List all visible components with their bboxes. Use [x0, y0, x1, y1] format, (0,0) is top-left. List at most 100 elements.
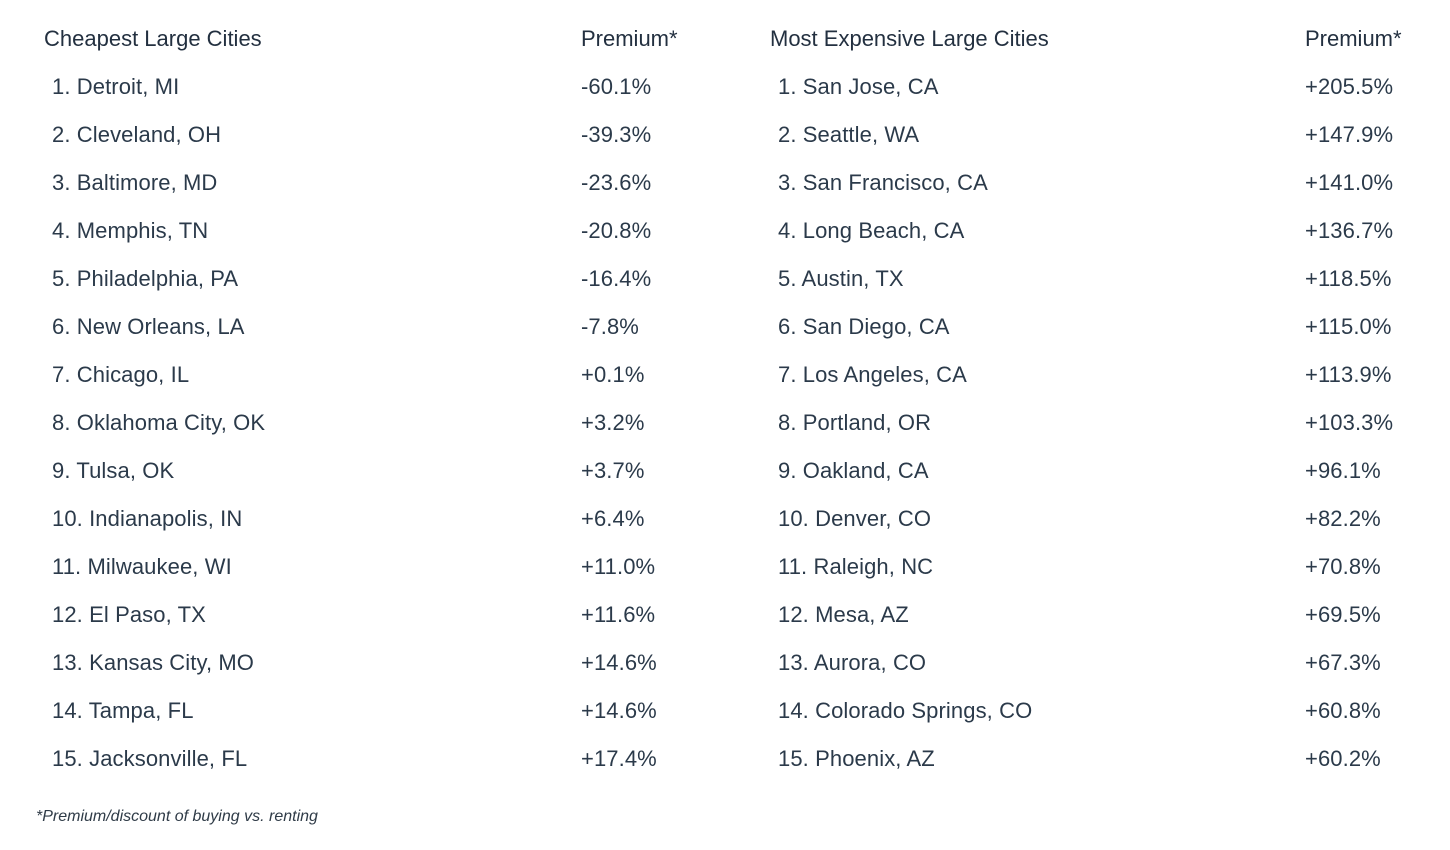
city-name: 3. Baltimore, MD	[52, 170, 218, 195]
premium-value: -39.3%	[581, 122, 652, 147]
premium-value: -23.6%	[581, 170, 652, 195]
table-row: 3. Baltimore, MD -23.6%	[36, 162, 736, 210]
city-name: 15. Jacksonville, FL	[52, 746, 248, 771]
premium-value: +60.8%	[1305, 698, 1381, 723]
table-row: 9. Oakland, CA +96.1%	[762, 450, 1442, 498]
table-row: 3. San Francisco, CA +141.0%	[762, 162, 1442, 210]
table-row: 15. Phoenix, AZ +60.2%	[762, 738, 1442, 786]
table-row: 7. Los Angeles, CA +113.9%	[762, 354, 1442, 402]
table-row: 9. Tulsa, OK +3.7%	[36, 450, 736, 498]
city-name: 5. Philadelphia, PA	[52, 266, 239, 291]
table-row: 8. Oklahoma City, OK +3.2%	[36, 402, 736, 450]
table-row: 1. Detroit, MI -60.1%	[36, 66, 736, 114]
premium-value: -16.4%	[581, 266, 652, 291]
premium-value: +69.5%	[1305, 602, 1381, 627]
premium-value: +113.9%	[1305, 362, 1392, 387]
column-header-city: Cheapest Large Cities	[44, 26, 262, 51]
cheapest-cities-table: Cheapest Large Cities Premium* 1. Detroi…	[36, 18, 736, 786]
city-name: 1. Detroit, MI	[52, 74, 180, 99]
city-name: 9. Tulsa, OK	[52, 458, 175, 483]
premium-value: +96.1%	[1305, 458, 1381, 483]
city-name: 4. Long Beach, CA	[778, 218, 965, 243]
table-row: 15. Jacksonville, FL +17.4%	[36, 738, 736, 786]
premium-value: +103.3%	[1305, 410, 1394, 435]
premium-value: +67.3%	[1305, 650, 1381, 675]
premium-value: +3.7%	[581, 458, 645, 483]
city-name: 10. Denver, CO	[778, 506, 932, 531]
city-name: 7. Chicago, IL	[52, 362, 190, 387]
table-row: 2. Seattle, WA +147.9%	[762, 114, 1442, 162]
table-row: 4. Long Beach, CA +136.7%	[762, 210, 1442, 258]
premium-value: +205.5%	[1305, 74, 1394, 99]
table-row: 5. Austin, TX +118.5%	[762, 258, 1442, 306]
city-name: 7. Los Angeles, CA	[778, 362, 967, 387]
column-header-premium: Premium*	[581, 26, 678, 51]
premium-value: -60.1%	[581, 74, 652, 99]
city-name: 4. Memphis, TN	[52, 218, 209, 243]
city-name: 11. Milwaukee, WI	[52, 554, 232, 579]
table-row: 10. Denver, CO +82.2%	[762, 498, 1442, 546]
table-row: 6. San Diego, CA +115.0%	[762, 306, 1442, 354]
premium-value: +70.8%	[1305, 554, 1381, 579]
table-row: 13. Aurora, CO +67.3%	[762, 642, 1442, 690]
city-name: 10. Indianapolis, IN	[52, 506, 243, 531]
table-row: 14. Colorado Springs, CO +60.8%	[762, 690, 1442, 738]
premium-value: +141.0%	[1305, 170, 1394, 195]
table-body: 1. Detroit, MI -60.1% 2. Cleveland, OH -39.…	[36, 66, 736, 786]
premium-value: +17.4%	[581, 746, 657, 771]
city-name: 15. Phoenix, AZ	[778, 746, 935, 771]
table-row: 13. Kansas City, MO +14.6%	[36, 642, 736, 690]
city-name: 8. Oklahoma City, OK	[52, 410, 266, 435]
most-expensive-cities-table: Most Expensive Large Cities Premium* 1. …	[762, 18, 1442, 786]
premium-value: +14.6%	[581, 698, 657, 723]
city-name: 5. Austin, TX	[778, 266, 904, 291]
premium-value: +0.1%	[581, 362, 645, 387]
city-name: 12. Mesa, AZ	[778, 602, 909, 627]
premium-value: +11.0%	[581, 554, 656, 579]
city-name: 8. Portland, OR	[778, 410, 932, 435]
column-header-city: Most Expensive Large Cities	[770, 26, 1049, 51]
table-row: 12. El Paso, TX +11.6%	[36, 594, 736, 642]
city-name: 9. Oakland, CA	[778, 458, 929, 483]
premium-value: +6.4%	[581, 506, 645, 531]
table-header: Most Expensive Large Cities Premium*	[762, 18, 1442, 66]
city-name: 11. Raleigh, NC	[778, 554, 934, 579]
table-row: 7. Chicago, IL +0.1%	[36, 354, 736, 402]
premium-value: +82.2%	[1305, 506, 1381, 531]
premium-value: +118.5%	[1305, 266, 1392, 291]
city-name: 14. Colorado Springs, CO	[778, 698, 1033, 723]
table-row: 12. Mesa, AZ +69.5%	[762, 594, 1442, 642]
footnote: *Premium/discount of buying vs. renting	[36, 808, 318, 825]
table-row: 4. Memphis, TN -20.8%	[36, 210, 736, 258]
premium-value: +3.2%	[581, 410, 645, 435]
premium-value: +136.7%	[1305, 218, 1394, 243]
city-tables: Cheapest Large Cities Premium* 1. Detroi…	[36, 18, 1442, 786]
table-row: 11. Raleigh, NC +70.8%	[762, 546, 1442, 594]
column-header-premium: Premium*	[1305, 26, 1402, 51]
table-row: 6. New Orleans, LA -7.8%	[36, 306, 736, 354]
city-name: 6. San Diego, CA	[778, 314, 950, 339]
premium-value: +11.6%	[581, 602, 656, 627]
table-body: 1. San Jose, CA +205.5% 2. Seattle, WA +147…	[762, 66, 1442, 786]
city-name: 13. Aurora, CO	[778, 650, 927, 675]
city-name: 2. Cleveland, OH	[52, 122, 222, 147]
city-name: 14. Tampa, FL	[52, 698, 194, 723]
city-name: 1. San Jose, CA	[778, 74, 939, 99]
premium-value: +115.0%	[1305, 314, 1392, 339]
city-name: 6. New Orleans, LA	[52, 314, 245, 339]
city-name: 3. San Francisco, CA	[778, 170, 988, 195]
premium-value: +147.9%	[1305, 122, 1394, 147]
city-name: 2. Seattle, WA	[778, 122, 920, 147]
premium-value: -7.8%	[581, 314, 639, 339]
table-row: 14. Tampa, FL +14.6%	[36, 690, 736, 738]
city-name: 13. Kansas City, MO	[52, 650, 255, 675]
table-header: Cheapest Large Cities Premium*	[36, 18, 736, 66]
table-row: 11. Milwaukee, WI +11.0%	[36, 546, 736, 594]
table-row: 5. Philadelphia, PA -16.4%	[36, 258, 736, 306]
table-row: 10. Indianapolis, IN +6.4%	[36, 498, 736, 546]
premium-value: +60.2%	[1305, 746, 1381, 771]
premium-value: +14.6%	[581, 650, 657, 675]
table-row: 2. Cleveland, OH -39.3%	[36, 114, 736, 162]
table-row: 1. San Jose, CA +205.5%	[762, 66, 1442, 114]
city-name: 12. El Paso, TX	[52, 602, 206, 627]
